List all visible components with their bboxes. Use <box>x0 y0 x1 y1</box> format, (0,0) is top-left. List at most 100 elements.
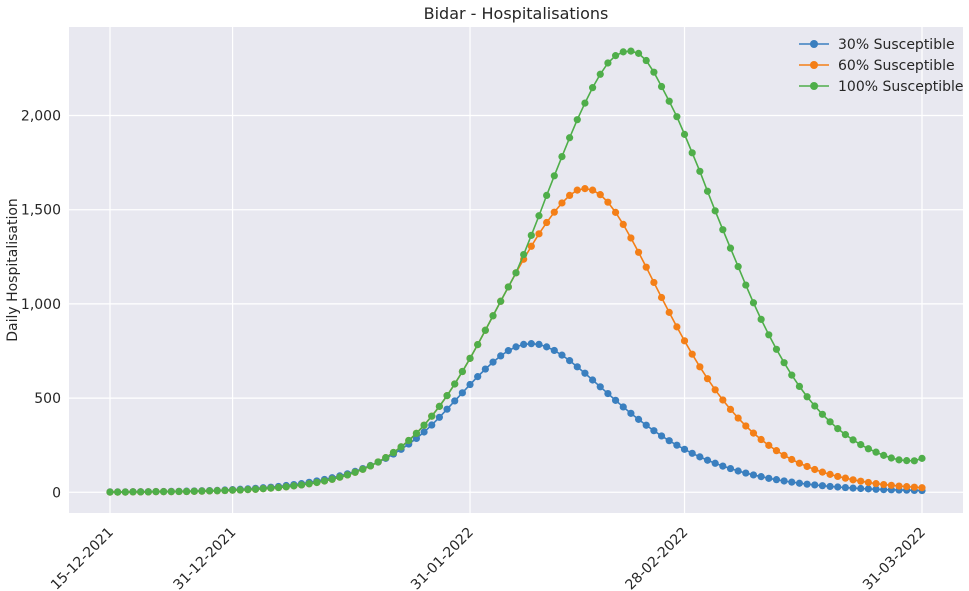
data-point <box>481 326 489 334</box>
data-point <box>749 471 758 479</box>
data-point <box>343 471 352 479</box>
data-point <box>213 487 221 495</box>
data-point <box>627 234 635 242</box>
data-point <box>864 485 872 493</box>
data-point <box>711 207 719 215</box>
data-point <box>834 472 842 481</box>
data-point <box>267 484 275 492</box>
legend-marker <box>810 61 818 69</box>
data-point <box>573 116 581 124</box>
data-point <box>558 199 566 207</box>
data-point <box>849 436 857 444</box>
x-tick-label: 28-02-2022 <box>623 525 692 591</box>
data-point <box>619 403 627 411</box>
data-point <box>627 409 635 417</box>
data-point <box>772 476 781 484</box>
data-point <box>857 477 865 485</box>
data-point <box>818 482 827 490</box>
data-point <box>887 454 895 462</box>
data-point <box>849 484 857 492</box>
data-point <box>619 48 627 56</box>
data-point <box>795 382 804 391</box>
data-point <box>788 371 796 379</box>
x-tick-label: 31-03-2022 <box>860 525 929 591</box>
data-point <box>558 351 566 359</box>
data-point <box>535 340 543 349</box>
legend-label: 60% Susceptible <box>838 58 955 74</box>
data-point <box>688 149 696 157</box>
y-tick-label: 0 <box>52 485 61 501</box>
data-point <box>803 462 811 471</box>
data-point <box>680 130 689 138</box>
data-point <box>566 191 574 199</box>
data-point <box>581 99 589 107</box>
data-point <box>803 480 811 488</box>
data-point <box>543 343 551 351</box>
data-point <box>903 457 911 465</box>
data-point <box>236 486 244 494</box>
data-point <box>910 457 918 465</box>
data-point <box>696 453 704 461</box>
data-point <box>451 380 459 388</box>
y-tick-label: 1,500 <box>21 203 61 219</box>
data-point <box>665 437 673 445</box>
data-point <box>673 113 681 121</box>
data-point <box>420 428 428 436</box>
data-point <box>688 449 696 457</box>
legend-label: 30% Susceptible <box>838 37 955 53</box>
data-point <box>642 263 650 271</box>
data-point <box>589 186 597 194</box>
data-point <box>504 347 512 355</box>
data-point <box>834 483 842 491</box>
data-point <box>527 231 535 239</box>
data-point <box>320 477 329 485</box>
y-tick-label: 2,000 <box>21 109 61 125</box>
data-point <box>719 226 727 234</box>
data-point <box>374 458 382 466</box>
data-point <box>328 475 336 483</box>
y-tick-label: 1,000 <box>21 297 61 313</box>
data-point <box>734 414 742 422</box>
data-point <box>129 488 137 496</box>
data-point <box>841 474 850 482</box>
data-point <box>550 172 558 180</box>
data-point <box>351 468 359 476</box>
data-point <box>734 467 742 475</box>
data-point <box>405 436 413 445</box>
data-point <box>167 488 175 496</box>
data-point <box>412 434 421 442</box>
data-point <box>765 441 773 449</box>
y-tick-label: 500 <box>34 391 61 407</box>
legend-item: 30% Susceptible <box>799 37 955 53</box>
data-point <box>497 352 505 360</box>
y-tick-labels: 0 500 1,000 1,500 2,000 <box>21 109 61 502</box>
legend-marker <box>810 82 818 90</box>
data-point <box>581 185 589 193</box>
data-point <box>795 459 804 467</box>
data-point <box>466 380 474 389</box>
data-point <box>864 478 872 487</box>
data-point <box>726 405 735 413</box>
data-point <box>527 340 535 348</box>
data-point <box>772 345 781 353</box>
data-point <box>336 473 344 481</box>
data-point <box>489 358 497 366</box>
data-point <box>826 482 834 491</box>
data-point <box>443 392 451 400</box>
data-point <box>634 248 643 256</box>
data-point <box>780 359 788 367</box>
data-point <box>573 186 581 194</box>
data-point <box>382 454 390 462</box>
data-point <box>657 293 666 302</box>
data-point <box>703 187 712 195</box>
data-point <box>627 47 635 55</box>
data-point <box>696 363 704 371</box>
data-point <box>634 49 643 57</box>
data-point <box>757 473 765 481</box>
data-point <box>772 447 781 455</box>
data-point <box>703 375 712 383</box>
data-point <box>795 479 804 487</box>
data-point <box>589 84 597 92</box>
data-point <box>198 487 206 495</box>
